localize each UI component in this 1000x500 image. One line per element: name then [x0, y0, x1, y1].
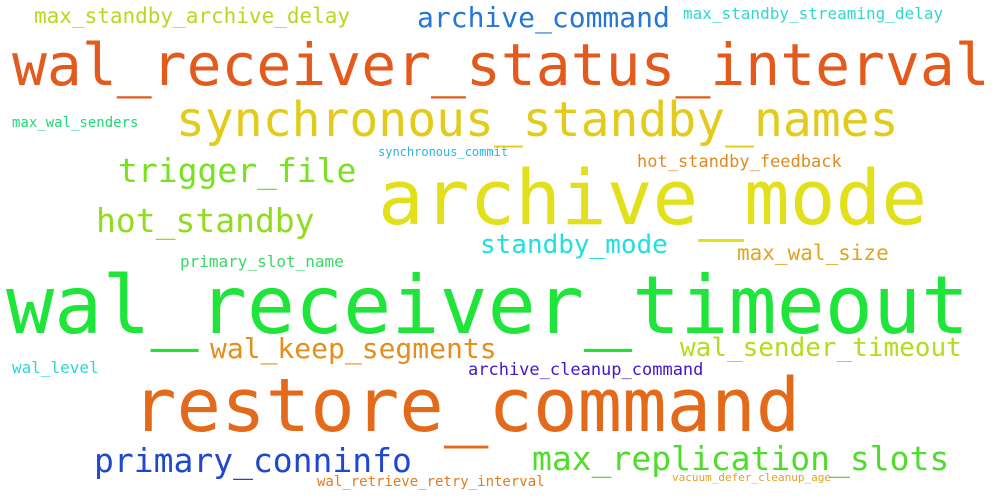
word-standby-mode: standby_mode — [480, 230, 668, 260]
word-synchronous-standby-names: synchronous_standby_names — [176, 92, 899, 148]
word-primary-slot-name: primary_slot_name — [180, 252, 344, 271]
word-max-replication-slots: max_replication_slots — [532, 439, 950, 478]
word-wal-retrieve-retry-interval: wal_retrieve_retry_interval — [317, 474, 545, 490]
word-wal-level: wal_level — [12, 358, 99, 377]
word-max-wal-size: max_wal_size — [737, 241, 889, 265]
word-archive-command: archive_command — [417, 1, 670, 34]
word-archive-cleanup-command: archive_cleanup_command — [468, 360, 704, 380]
word-primary-conninfo: primary_conninfo — [94, 441, 412, 480]
word-wal-keep-segments: wal_keep_segments — [210, 332, 497, 365]
word-archive-mode: archive_mode — [378, 153, 928, 242]
word-hot-standby-feedback: hot_standby_feedback — [637, 152, 842, 172]
word-synchronous-commit: synchronous_commit — [378, 145, 509, 159]
word-wal-receiver-timeout: wal_receiver_timeout — [6, 259, 970, 352]
word-wal-receiver-status-interval: wal_receiver_status_interval — [12, 31, 990, 99]
word-max-wal-senders: max_wal_senders — [12, 115, 139, 131]
word-restore-command: restore_command — [132, 363, 801, 449]
word-trigger-file: trigger_file — [118, 151, 357, 190]
word-wal-sender-timeout: wal_sender_timeout — [680, 333, 962, 363]
word-max-standby-archive-delay: max_standby_archive_delay — [34, 4, 351, 28]
word-max-standby-streaming-delay: max_standby_streaming_delay — [683, 4, 944, 23]
word-vacuum-defer-cleanup-age: vacuum_defer_cleanup_age — [672, 471, 831, 484]
word-hot-standby: hot_standby — [96, 201, 315, 240]
